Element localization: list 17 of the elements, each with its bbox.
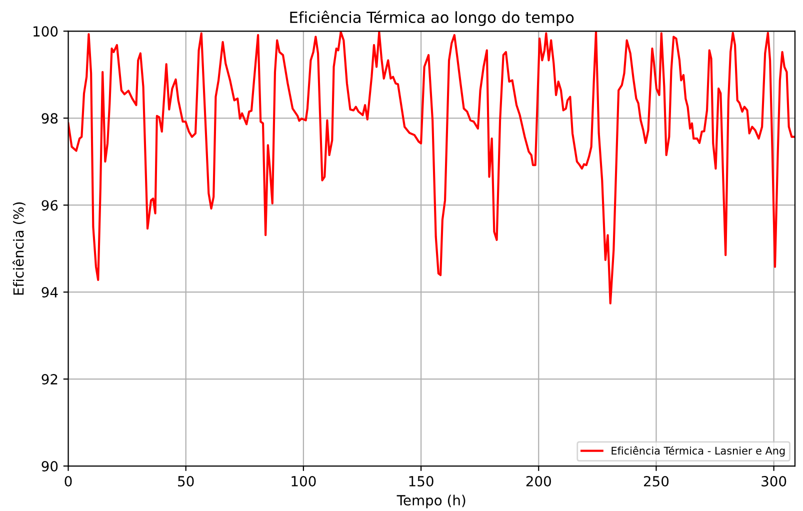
x-tick-label: 250 bbox=[644, 476, 669, 487]
x-tick-label: 0 bbox=[64, 476, 72, 487]
x-tick-label: 100 bbox=[292, 476, 316, 487]
y-tick-label: 100 bbox=[34, 26, 58, 37]
y-tick-label: 96 bbox=[42, 200, 58, 211]
chart-title: Eficiência Térmica ao longo do tempo bbox=[290, 10, 574, 26]
x-tick-label: 300 bbox=[762, 476, 786, 487]
legend-label: Eficiência Térmica - Lasnier e Ang bbox=[612, 446, 785, 457]
x-tick-label: 200 bbox=[526, 476, 551, 487]
y-tick-label: 94 bbox=[42, 287, 58, 298]
x-axis-title: Tempo (h) bbox=[396, 494, 466, 508]
y-tick-label: 92 bbox=[42, 374, 58, 385]
y-axis-title: Eficiência (%) bbox=[12, 202, 26, 295]
x-tick-label: 150 bbox=[409, 476, 434, 487]
x-tick-label: 50 bbox=[178, 476, 194, 487]
y-tick-label: 98 bbox=[42, 113, 58, 124]
y-tick-label: 90 bbox=[42, 461, 58, 472]
